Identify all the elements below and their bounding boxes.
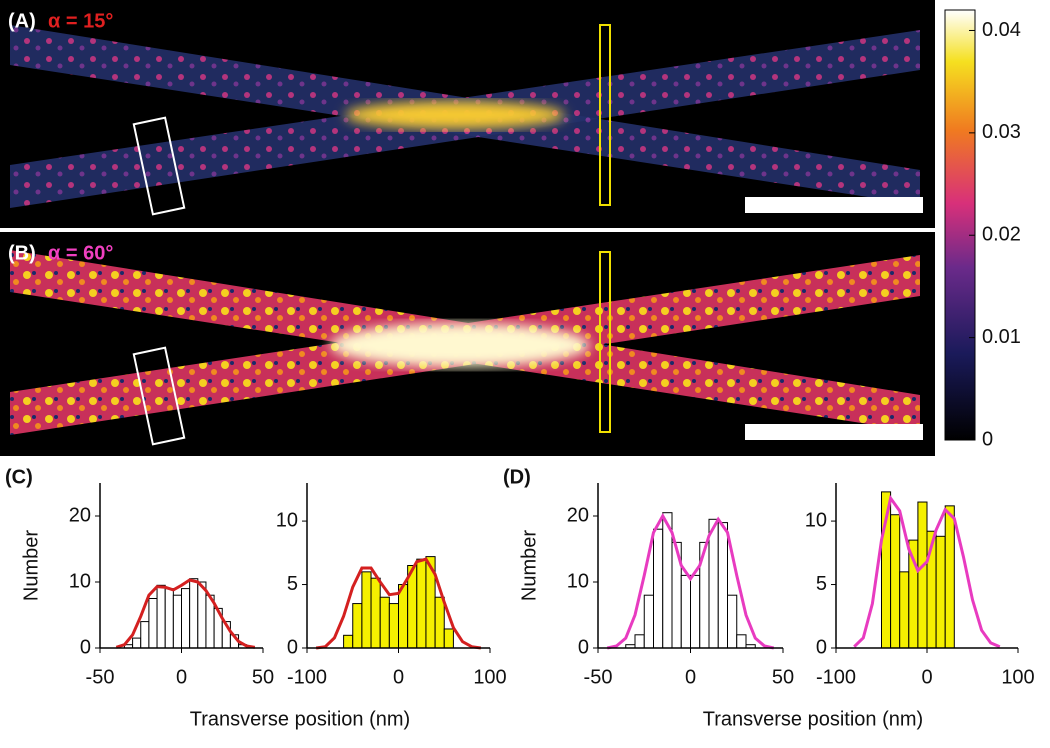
bar [140, 621, 150, 649]
x-tick-label: -100 [287, 666, 327, 688]
colorbar-tick-label: 0.04 [982, 19, 1021, 41]
x-tick-label: 50 [252, 666, 274, 688]
colorbar-tick-label: 0 [982, 428, 993, 450]
image-panel-b [0, 232, 935, 456]
bar [708, 518, 719, 649]
bar [443, 628, 454, 649]
bar [690, 574, 701, 649]
bar [917, 501, 928, 649]
bar [736, 634, 747, 649]
colorbar-tick-label: 0.02 [982, 224, 1021, 246]
fit-curve [115, 578, 256, 649]
colorbar-tick-label: 0.03 [982, 121, 1021, 143]
panel-label: (B) [8, 242, 36, 264]
x-tick-label: 50 [772, 666, 794, 688]
y-tick-label: 5 [816, 573, 827, 595]
bar [156, 584, 166, 649]
y-tick-label: 10 [69, 570, 91, 592]
fit-curve [853, 494, 1001, 649]
image-panel-a [0, 0, 935, 228]
bar [164, 588, 174, 649]
bar [416, 558, 427, 649]
x-tick-label: 0 [685, 666, 696, 688]
y-axis-label: Number [518, 530, 540, 601]
panel-annotation: α = 15° [48, 10, 113, 32]
y-tick-label: 0 [578, 636, 589, 658]
x-tick-label: 0 [176, 666, 187, 688]
y-tick-label: 20 [567, 504, 589, 526]
bar [343, 634, 354, 649]
bar [935, 535, 946, 649]
x-axis-label: Transverse position (nm) [190, 708, 410, 730]
x-axis-label: Transverse position (nm) [703, 708, 923, 730]
fit-curve [606, 512, 775, 650]
y-tick-label: 20 [69, 504, 91, 526]
bar [717, 522, 728, 649]
y-tick-label: 0 [287, 636, 298, 658]
bar [899, 571, 910, 649]
bar [352, 603, 363, 649]
bar [361, 571, 372, 649]
x-tick-label: 0 [393, 666, 404, 688]
bar [653, 528, 664, 649]
y-axis-label: Number [20, 530, 42, 601]
fit-curve [315, 557, 482, 650]
bar [197, 581, 207, 649]
x-tick-label: 100 [473, 666, 506, 688]
bar [680, 574, 691, 649]
colorbar [944, 9, 976, 441]
bar [189, 578, 199, 649]
bar [370, 577, 381, 649]
y-tick-label: 5 [287, 573, 298, 595]
bar [434, 596, 445, 649]
bar [643, 594, 654, 649]
x-tick-label: -100 [816, 666, 856, 688]
bar [944, 505, 955, 649]
bar [132, 637, 142, 649]
panel-label: (C) [5, 466, 33, 488]
panel-annotation: α = 60° [48, 242, 113, 264]
bar [398, 584, 409, 649]
y-tick-label: 0 [816, 636, 827, 658]
bar [148, 598, 158, 649]
bar [181, 588, 191, 649]
bar [727, 594, 738, 649]
panel-label: (D) [503, 466, 531, 488]
bar [634, 634, 645, 649]
bar [172, 594, 183, 649]
y-tick-label: 10 [567, 570, 589, 592]
x-tick-label: 100 [1001, 666, 1034, 688]
bar [890, 514, 901, 649]
panel-label: (A) [8, 10, 36, 32]
x-tick-label: -50 [86, 666, 115, 688]
x-tick-label: -50 [584, 666, 613, 688]
x-tick-label: 0 [921, 666, 932, 688]
bar [379, 596, 390, 649]
y-tick-label: 10 [805, 509, 827, 531]
bar [388, 603, 400, 649]
y-tick-label: 10 [276, 509, 298, 531]
y-tick-label: 0 [80, 636, 91, 658]
colorbar-tick-label: 0.01 [982, 326, 1021, 348]
